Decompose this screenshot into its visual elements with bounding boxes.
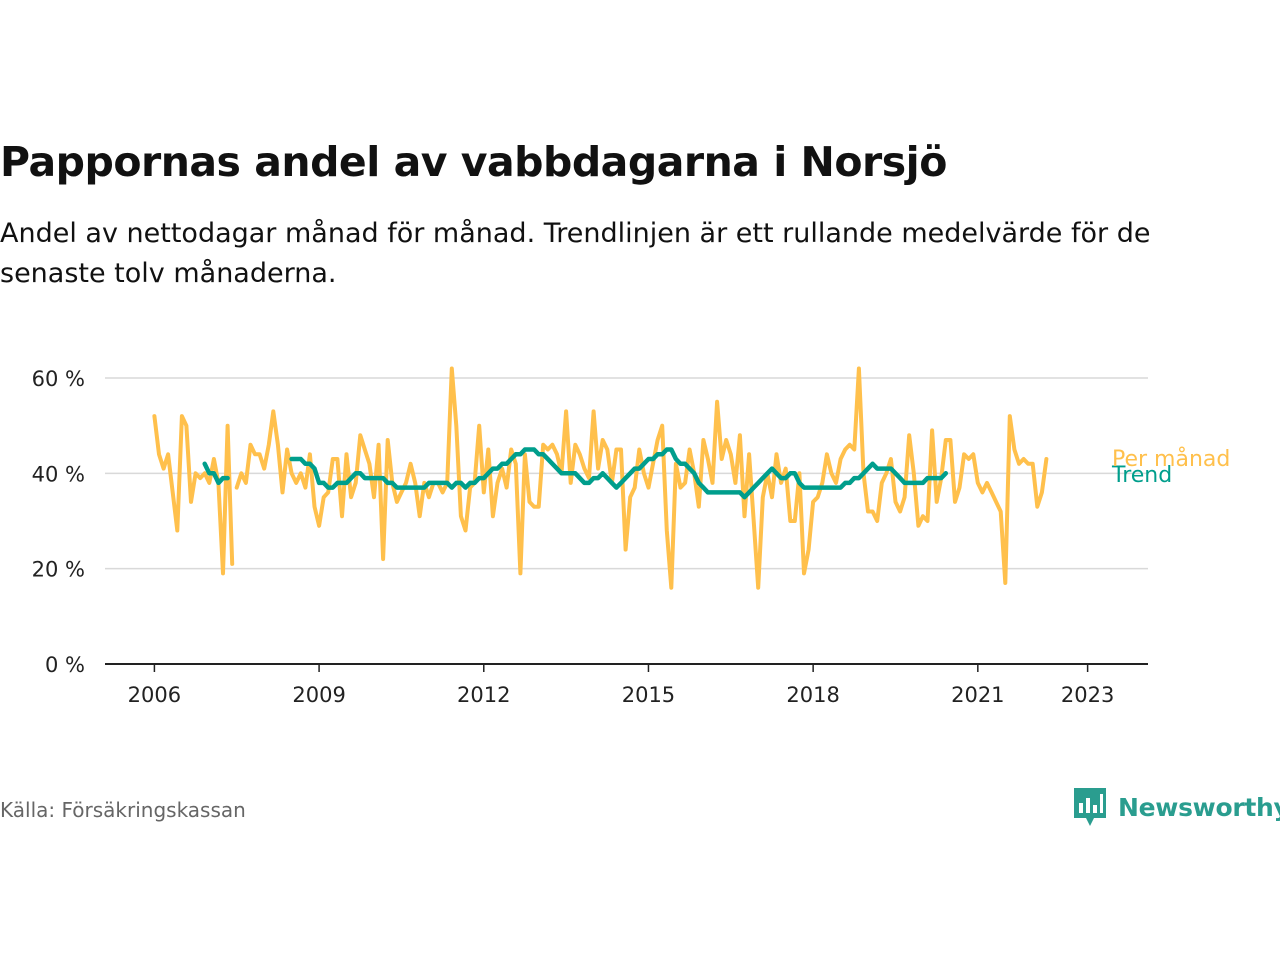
y-tick-label: 40 % [32,462,85,486]
monthly-line-segment-0 [152,414,235,576]
x-tick-label: 2006 [128,683,181,707]
brand-name: Newsworthy [1118,792,1280,822]
newsworthy-logo-icon [1074,788,1106,826]
monthly-line-segment-1 [234,366,1049,590]
x-tick-label: 2023 [1061,683,1114,707]
monthly-series-label: Per månad [1112,446,1230,472]
x-axis: 2006 2009 2012 2015 2018 2021 2023 [105,663,1148,707]
trend-series-label: Trend [1111,463,1172,488]
x-tick-label: 2015 [622,683,675,707]
brand-logo: Newsworthy [1072,786,1280,828]
y-tick-label: 0 % [45,653,85,677]
x-tick-label: 2009 [292,683,345,707]
line-chart: 0 % 20 % 40 % 60 % 2006 2009 2012 2015 2018 2021… [32,366,1230,707]
series-layer [152,366,1049,590]
chart-subtitle: Andel av nettodagar månad för månad. Tre… [0,218,1151,289]
source-note: Källa: Försäkringskassan [0,798,246,822]
y-tick-label: 20 % [32,558,85,582]
trend-line-segment-0 [202,461,230,486]
trend-line-segment-1 [289,447,949,500]
y-tick-labels: 0 % 20 % 40 % 60 % [32,367,85,677]
x-tick-label: 2021 [951,683,1004,707]
y-tick-label: 60 % [32,367,85,391]
x-tick-label: 2012 [457,683,510,707]
chart-title: Pappornas andel av vabbdagarna i Norsjö [0,138,947,186]
x-tick-label: 2018 [786,683,839,707]
